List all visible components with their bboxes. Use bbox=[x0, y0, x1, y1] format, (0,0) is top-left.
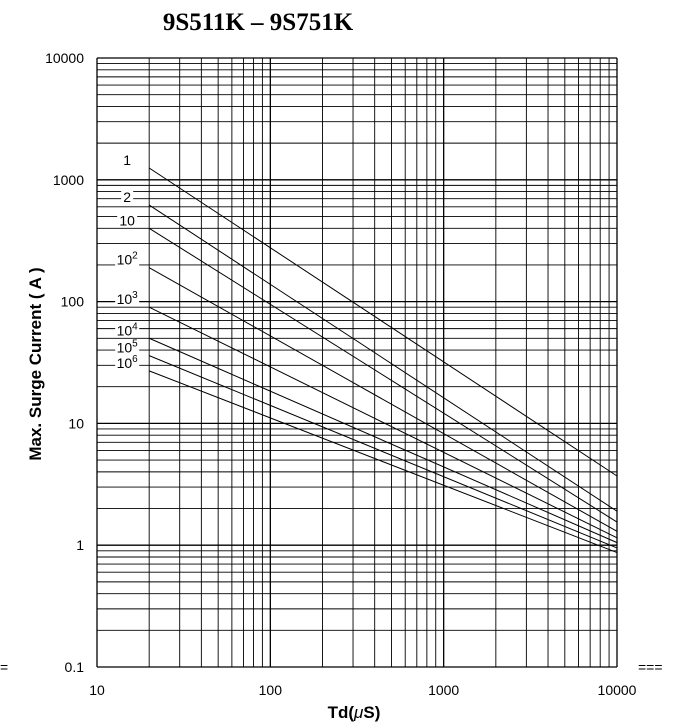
curve-label-bg bbox=[121, 152, 134, 167]
curve-label-bg bbox=[115, 252, 140, 267]
curve-label: 103 bbox=[117, 290, 139, 307]
y-tick-label: 1000 bbox=[53, 172, 84, 188]
curve-label-bg bbox=[117, 213, 138, 228]
plot-grid bbox=[96, 57, 618, 668]
chart-title: 9S511K – 9S751K bbox=[163, 9, 354, 36]
y-tick-label: 10000 bbox=[45, 50, 84, 66]
curve-label: 102 bbox=[117, 251, 139, 268]
y-axis-label: Max. Surge Current ( A ) bbox=[26, 267, 45, 460]
curve-line bbox=[148, 370, 618, 554]
curve-label-bg bbox=[115, 323, 140, 338]
tick-labels: 10 100 1000 10000 0.1 1 10 100 1000 10000 bbox=[45, 50, 637, 698]
x-axis-label-mu: μ bbox=[353, 703, 364, 722]
curve-label-bg bbox=[115, 340, 140, 355]
y-tick-label: 10 bbox=[68, 415, 84, 431]
curve-line bbox=[148, 167, 618, 477]
curve-line bbox=[148, 337, 618, 544]
curve-label: 2 bbox=[123, 189, 131, 205]
curve-label-bg bbox=[115, 355, 140, 370]
left-edge-mark: = bbox=[0, 659, 8, 675]
y-tick-label: 100 bbox=[61, 294, 85, 310]
x-tick-label: 10 bbox=[89, 682, 105, 698]
curves bbox=[148, 167, 618, 554]
curve-label: 105 bbox=[117, 339, 139, 356]
right-edge-mark: === bbox=[638, 659, 663, 675]
x-axis-label-prefix: Td( bbox=[328, 703, 355, 722]
curve-line bbox=[148, 306, 618, 539]
x-axis-label-suffix: S) bbox=[363, 703, 380, 722]
x-tick-label: 100 bbox=[259, 682, 283, 698]
curve-label: 1 bbox=[123, 152, 131, 168]
y-tick-label: 0.1 bbox=[65, 659, 85, 675]
curve-line bbox=[148, 267, 618, 532]
curve-label-bg bbox=[115, 292, 140, 307]
curve-label: 106 bbox=[117, 354, 139, 371]
y-tick-label: 1 bbox=[76, 537, 84, 553]
curve-label: 10 bbox=[119, 212, 135, 228]
x-tick-label: 1000 bbox=[428, 682, 459, 698]
curve-line bbox=[148, 355, 618, 549]
x-axis-label: Td(μS) bbox=[328, 703, 381, 722]
curve-line bbox=[148, 204, 618, 512]
curve-label-bg bbox=[121, 190, 134, 205]
x-tick-label: 10000 bbox=[598, 682, 637, 698]
curve-label: 104 bbox=[117, 321, 139, 338]
curve-line bbox=[148, 227, 618, 523]
